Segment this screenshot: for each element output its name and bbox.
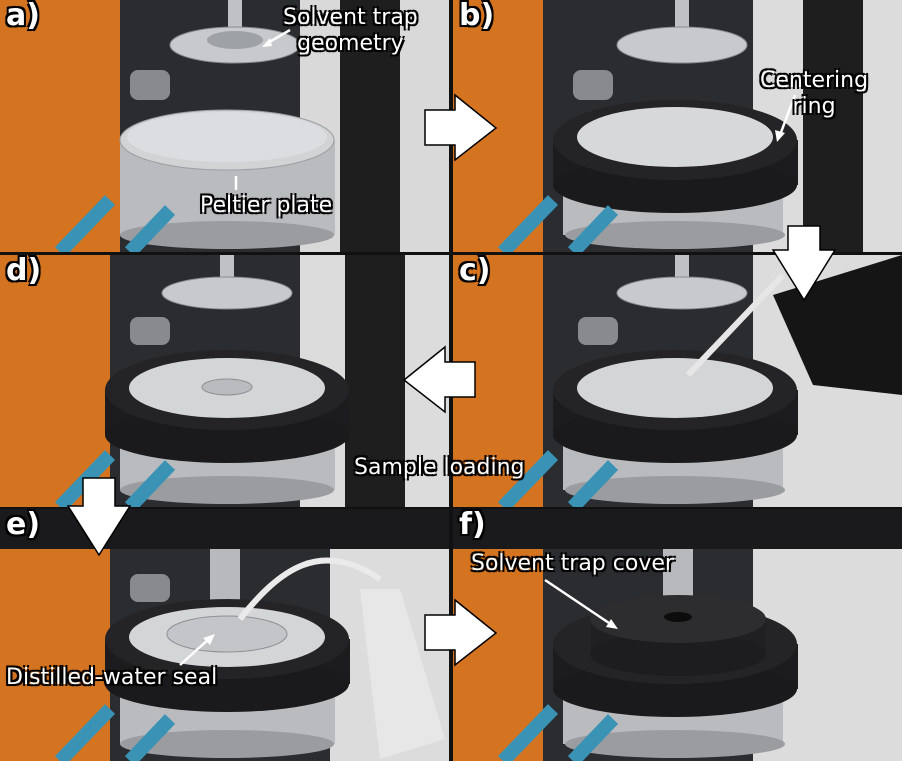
label-solvent-trap-geometry-line2: geometry (297, 31, 404, 56)
panel-letter-b: b) (459, 0, 495, 33)
panel-a: a) (0, 0, 449, 252)
panel-a-photo (0, 0, 449, 252)
panel-b: b) (453, 0, 902, 252)
panel-letter-a: a) (6, 0, 40, 33)
panel-f: f) (453, 509, 902, 761)
label-solvent-trap-geometry-line1: Solvent trap (283, 5, 418, 30)
panel-letter-d: d) (6, 255, 42, 288)
label-centering-ring: Centering ring (760, 68, 868, 120)
panel-letter-c: c) (459, 255, 491, 288)
panel-c: c) (453, 255, 902, 507)
panel-letter-e: e) (6, 509, 41, 542)
label-centering-ring-line2: ring (792, 94, 836, 119)
label-peltier-plate: Peltier plate (200, 193, 333, 218)
label-solvent-trap-geometry: Solvent trap geometry (283, 5, 418, 57)
panel-b-photo (453, 0, 902, 252)
label-sample-loading: Sample loading (354, 455, 525, 480)
label-centering-ring-line1: Centering (760, 68, 869, 93)
panel-d-photo (0, 255, 449, 507)
panel-f-photo (453, 509, 902, 761)
panel-d: d) (0, 255, 449, 507)
label-distilled-water-seal: Distilled-water seal (6, 665, 218, 690)
panel-letter-f: f) (459, 509, 486, 542)
panel-e: e) (0, 509, 449, 761)
panel-e-photo (0, 509, 449, 761)
label-solvent-trap-cover: Solvent trap cover (471, 551, 674, 576)
panel-c-photo (453, 255, 902, 507)
